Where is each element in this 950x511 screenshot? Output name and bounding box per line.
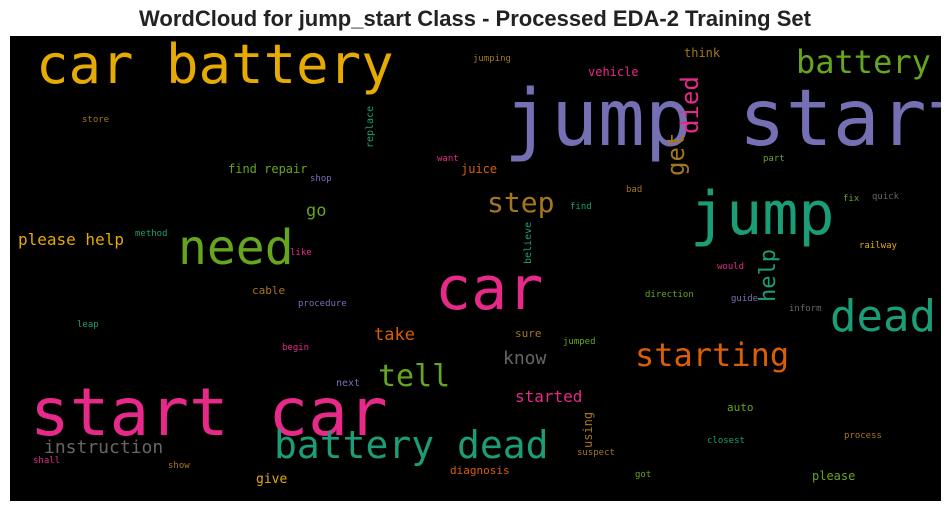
word-next: next [336, 378, 361, 389]
word-instruction: instruction [44, 437, 164, 458]
word-replace: replace [365, 105, 376, 148]
word-tell: tell [378, 359, 451, 394]
word-starting: starting [635, 336, 790, 374]
word-inform: inform [789, 304, 822, 314]
word-leap: leap [77, 320, 99, 330]
word-want: want [437, 154, 459, 164]
word-like: like [290, 248, 312, 258]
word-method: method [135, 229, 168, 239]
word-died: died [676, 76, 704, 134]
word-would: would [717, 262, 745, 272]
word-start-car: start car [30, 374, 388, 451]
word-vehicle: vehicle [588, 65, 639, 79]
word-battery-dead: battery dead [274, 423, 549, 467]
word-direction: direction [645, 290, 694, 300]
word-jump: jump [690, 179, 835, 249]
word-find: find [570, 202, 592, 212]
word-please-help: please help [18, 230, 124, 249]
word-process: process [844, 431, 882, 441]
word-shall: shall [33, 456, 61, 466]
word-bad: bad [626, 185, 643, 195]
word-battery: battery [796, 43, 931, 81]
word-find-repair: find repair [228, 162, 308, 176]
word-think: think [684, 46, 721, 60]
word-know: know [503, 348, 547, 369]
word-using: using [581, 411, 595, 448]
word-believe: believe [523, 221, 534, 264]
word-dead: dead [830, 291, 936, 342]
word-got: got [635, 470, 652, 480]
word-sure: sure [515, 327, 542, 340]
word-store: store [82, 115, 110, 125]
word-part: part [763, 154, 785, 164]
word-procedure: procedure [298, 299, 347, 309]
word-go: go [306, 201, 327, 221]
word-fix: fix [843, 194, 860, 204]
word-jumped: jumped [563, 337, 596, 347]
chart-title: WordCloud for jump_start Class - Process… [139, 6, 811, 31]
word-begin: begin [282, 343, 310, 353]
word-help: help [756, 249, 781, 302]
word-shop: shop [310, 174, 332, 184]
word-show: show [168, 461, 190, 471]
word-started-small-auto: auto [727, 401, 754, 414]
word-diagnosis: diagnosis [450, 464, 510, 477]
word-cable: cable [252, 284, 286, 297]
word-railway: railway [859, 241, 897, 251]
word-closest: closest [707, 436, 745, 446]
word-jump-start: jump start [504, 74, 941, 164]
word-step: step [487, 186, 555, 219]
word-jumping: jumping [473, 54, 511, 64]
word-suspect: suspect [577, 448, 615, 458]
word-quick: quick [872, 192, 900, 202]
wordcloud-canvas: jump start car battery start car car jum… [10, 36, 941, 501]
word-need: need [178, 220, 294, 276]
word-car: car [435, 254, 544, 324]
word-started: started [515, 387, 583, 406]
word-take: take [374, 325, 415, 345]
word-get: get [662, 132, 690, 176]
word-guide: guide [731, 294, 759, 304]
word-please: please [812, 469, 856, 483]
word-juice: juice [461, 162, 498, 176]
word-give: give [256, 472, 288, 487]
word-car-battery: car battery [36, 36, 394, 96]
